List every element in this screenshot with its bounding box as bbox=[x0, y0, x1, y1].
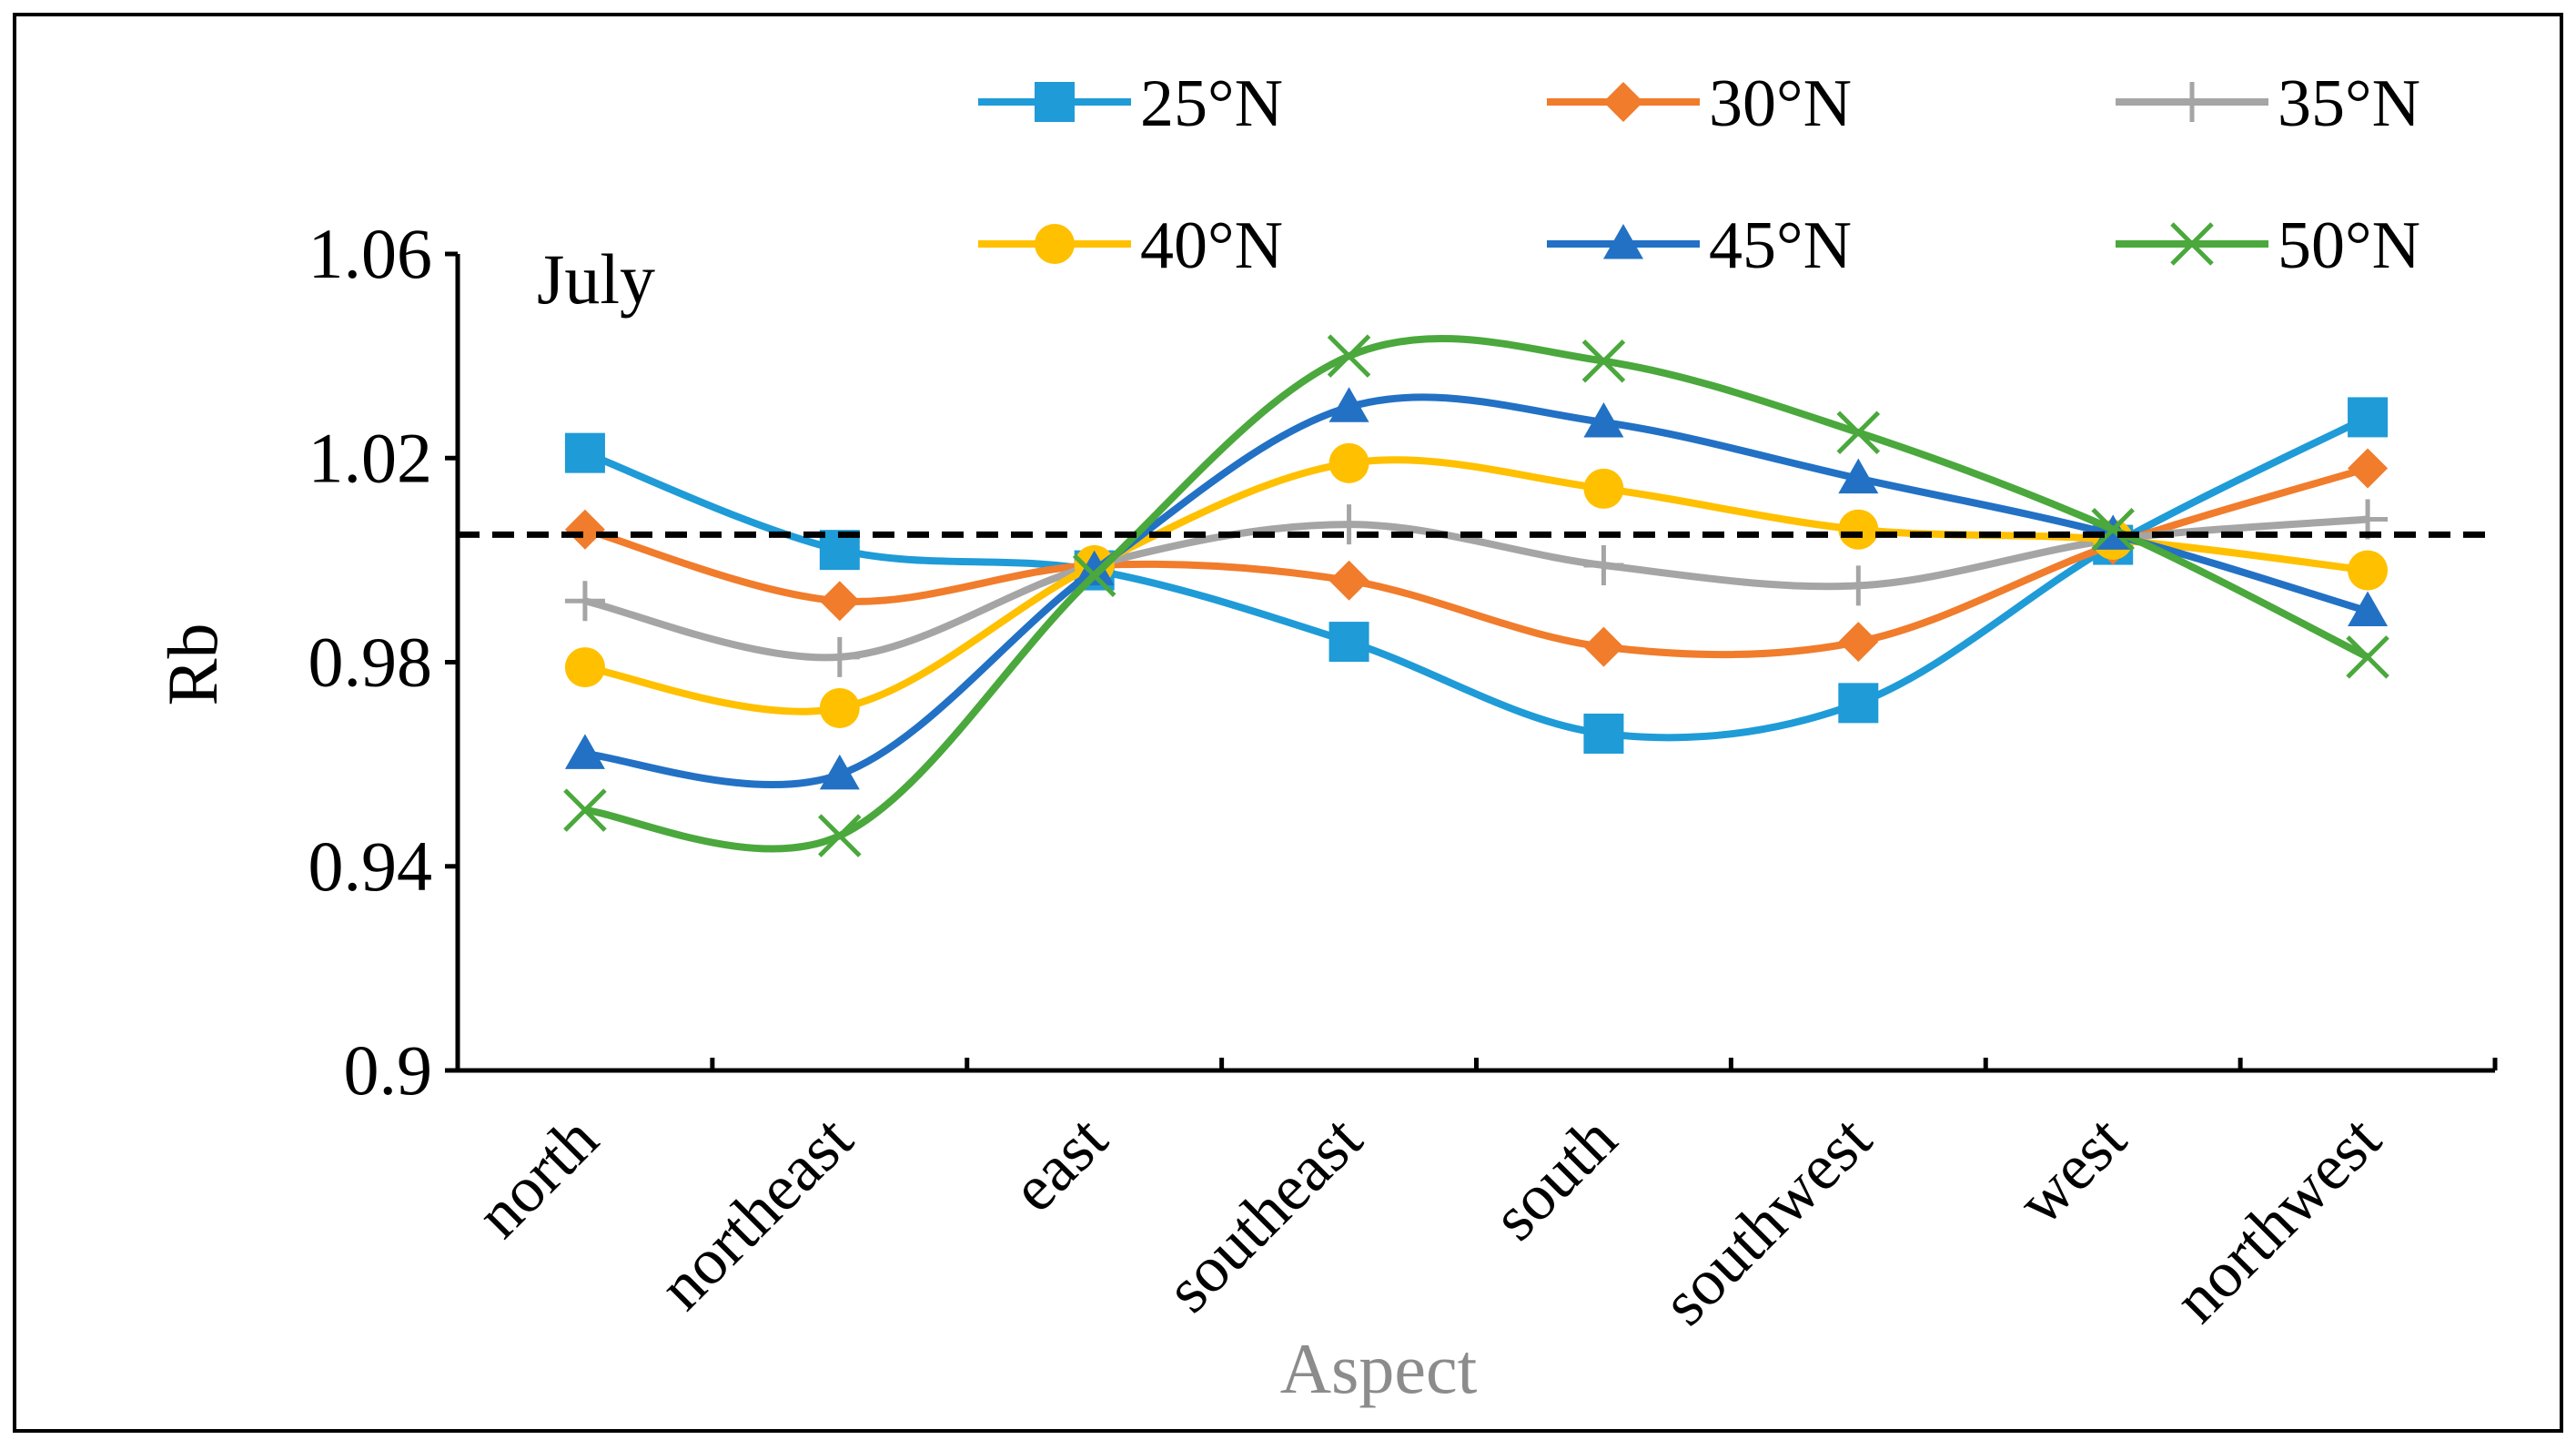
data-point-0-3 bbox=[1328, 622, 1369, 663]
y-tick-label: 1.06 bbox=[308, 214, 433, 293]
data-point-1-5 bbox=[1838, 622, 1879, 663]
legend-item: 25°N bbox=[978, 66, 1283, 141]
data-point-5-6 bbox=[2091, 507, 2135, 552]
data-point-1-4 bbox=[1583, 626, 1624, 667]
y-tick-label: 1.02 bbox=[308, 418, 433, 497]
data-point-5-0 bbox=[563, 788, 607, 832]
legend-label: 35°N bbox=[2278, 66, 2420, 141]
data-point-0-4 bbox=[1583, 713, 1624, 754]
marker-stroke bbox=[2170, 222, 2214, 266]
data-point-2-3 bbox=[1328, 504, 1369, 545]
marker-stroke bbox=[563, 788, 607, 832]
data-point-5-2 bbox=[1072, 553, 1116, 597]
series-line-3 bbox=[584, 456, 2369, 715]
legend-marker bbox=[1035, 224, 1075, 264]
data-point-1-1 bbox=[819, 581, 860, 622]
series-line-0 bbox=[583, 413, 2369, 742]
data-point-4-7 bbox=[2348, 591, 2389, 626]
legend-label: 45°N bbox=[1709, 208, 1852, 283]
marker-stroke bbox=[1581, 339, 1626, 383]
marker-stroke bbox=[1836, 411, 1881, 454]
data-point-5-5 bbox=[1836, 411, 1881, 454]
y-tick-label: 0.94 bbox=[308, 826, 433, 906]
y-axis-label: Rb bbox=[153, 623, 232, 705]
data-point-5-4 bbox=[1581, 339, 1626, 383]
data-point-4-2 bbox=[1074, 550, 1115, 586]
legend-label: 30°N bbox=[1709, 66, 1852, 141]
data-point-3-0 bbox=[564, 647, 605, 688]
legend-item: 30°N bbox=[1547, 66, 1852, 141]
marker-stroke bbox=[2346, 635, 2389, 679]
legend-item: 50°N bbox=[2116, 208, 2420, 283]
data-point-4-0 bbox=[564, 734, 605, 769]
series-line-2 bbox=[584, 515, 2369, 662]
data-point-3-5 bbox=[1838, 509, 1879, 550]
data-point-5-7 bbox=[2346, 635, 2389, 679]
marker-stroke bbox=[1072, 553, 1116, 597]
x-axis-label: Aspect bbox=[1280, 1329, 1478, 1408]
data-point-2-5 bbox=[1838, 565, 1879, 606]
data-point-2-1 bbox=[819, 636, 860, 677]
data-point-4-5 bbox=[1838, 458, 1879, 494]
data-point-3-1 bbox=[819, 687, 860, 728]
data-point-1-3 bbox=[1328, 560, 1369, 601]
legend-marker bbox=[2172, 82, 2212, 122]
legend-marker bbox=[1603, 224, 1643, 259]
panel-label: July bbox=[537, 239, 655, 319]
series-line-5 bbox=[584, 335, 2369, 853]
chart-frame bbox=[13, 13, 2563, 1433]
series-line-4 bbox=[584, 393, 2369, 789]
legend-item: 35°N bbox=[2116, 66, 2420, 141]
marker-stroke bbox=[1327, 334, 1371, 378]
data-point-2-4 bbox=[1583, 544, 1624, 585]
legend-marker bbox=[2170, 222, 2214, 266]
y-tick-label: 0.98 bbox=[308, 623, 433, 702]
legend-label: 40°N bbox=[1140, 208, 1283, 283]
data-point-1-7 bbox=[2348, 448, 2389, 489]
data-point-1-0 bbox=[564, 509, 605, 550]
data-point-3-7 bbox=[2348, 550, 2389, 591]
marker-stroke bbox=[2091, 507, 2135, 552]
data-point-0-7 bbox=[2348, 397, 2389, 438]
data-point-0-5 bbox=[1838, 683, 1879, 724]
data-point-0-0 bbox=[564, 432, 605, 473]
legend-label: 25°N bbox=[1140, 66, 1283, 141]
data-point-4-3 bbox=[1328, 387, 1369, 422]
data-point-4-4 bbox=[1583, 402, 1624, 438]
legend-label: 50°N bbox=[2278, 208, 2420, 283]
data-point-3-4 bbox=[1583, 468, 1624, 509]
legend-marker bbox=[1035, 82, 1075, 122]
series-line-1 bbox=[583, 464, 2369, 659]
marker-stroke bbox=[818, 814, 862, 857]
legend-item: 45°N bbox=[1547, 208, 1852, 283]
data-point-5-1 bbox=[818, 814, 862, 857]
data-point-4-1 bbox=[819, 754, 860, 790]
y-tick-label: 0.9 bbox=[344, 1030, 433, 1110]
data-point-5-3 bbox=[1327, 334, 1371, 378]
legend-marker bbox=[1603, 82, 1643, 122]
data-point-2-0 bbox=[564, 581, 605, 622]
legend-item: 40°N bbox=[978, 208, 1283, 283]
data-point-3-3 bbox=[1328, 442, 1369, 483]
